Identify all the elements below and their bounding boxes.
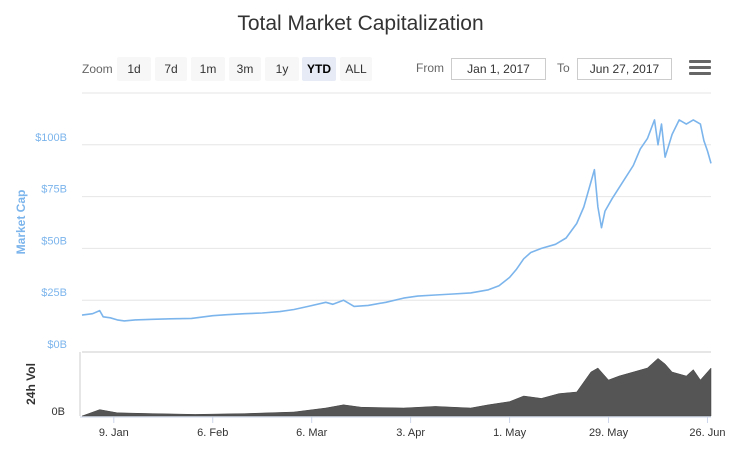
- zoom-1d-button[interactable]: 1d: [117, 57, 151, 81]
- x-tick-label: 26. Jun: [689, 427, 725, 439]
- y-tick-label: $0B: [47, 339, 67, 351]
- y-tick-label: $100B: [35, 132, 67, 144]
- y-tick-label: $50B: [41, 235, 67, 247]
- axis-labels: $0B $25B $50B $75B $100B 9. Jan 6. Feb 6. Mar 3.…: [14, 132, 726, 439]
- grid-lines: [82, 92, 711, 353]
- from-label: From: [416, 61, 444, 75]
- x-tick-label: 29. May: [589, 427, 629, 439]
- volume-tick-label: 0B: [52, 406, 65, 418]
- from-date-input[interactable]: Jan 1, 2017: [451, 58, 546, 80]
- zoom-7d-button[interactable]: 7d: [155, 57, 187, 81]
- volume-area: [81, 358, 712, 417]
- series-line-0: [81, 119, 712, 322]
- y-tick-label: $75B: [41, 184, 67, 196]
- zoom-3m-button[interactable]: 3m: [229, 57, 261, 81]
- zoom-all-button[interactable]: ALL: [340, 57, 372, 81]
- x-tick-label: 1. May: [493, 427, 527, 439]
- to-label: To: [557, 61, 570, 75]
- hamburger-menu-icon[interactable]: [689, 60, 711, 78]
- to-date-input[interactable]: Jun 27, 2017: [577, 58, 672, 80]
- x-tick-label: 6. Mar: [296, 427, 328, 439]
- chart-title: Total Market Capitalization: [237, 12, 484, 35]
- zoom-1m-button[interactable]: 1m: [191, 57, 225, 81]
- x-tick-label: 9. Jan: [99, 427, 129, 439]
- volume-axis-title: 24h Vol: [24, 363, 38, 405]
- x-tick-label: 3. Apr: [396, 427, 425, 439]
- axes: [79, 351, 711, 418]
- y-tick-label: $25B: [41, 287, 67, 299]
- volume-series: [81, 358, 712, 417]
- y-axis-title: Market Cap: [14, 190, 28, 255]
- zoom-1y-button[interactable]: 1y: [265, 57, 299, 81]
- zoom-ytd-button[interactable]: YTD: [302, 57, 336, 81]
- zoom-label: Zoom: [82, 62, 113, 76]
- market-cap-series: [81, 119, 712, 322]
- x-tick-label: 6. Feb: [197, 427, 228, 439]
